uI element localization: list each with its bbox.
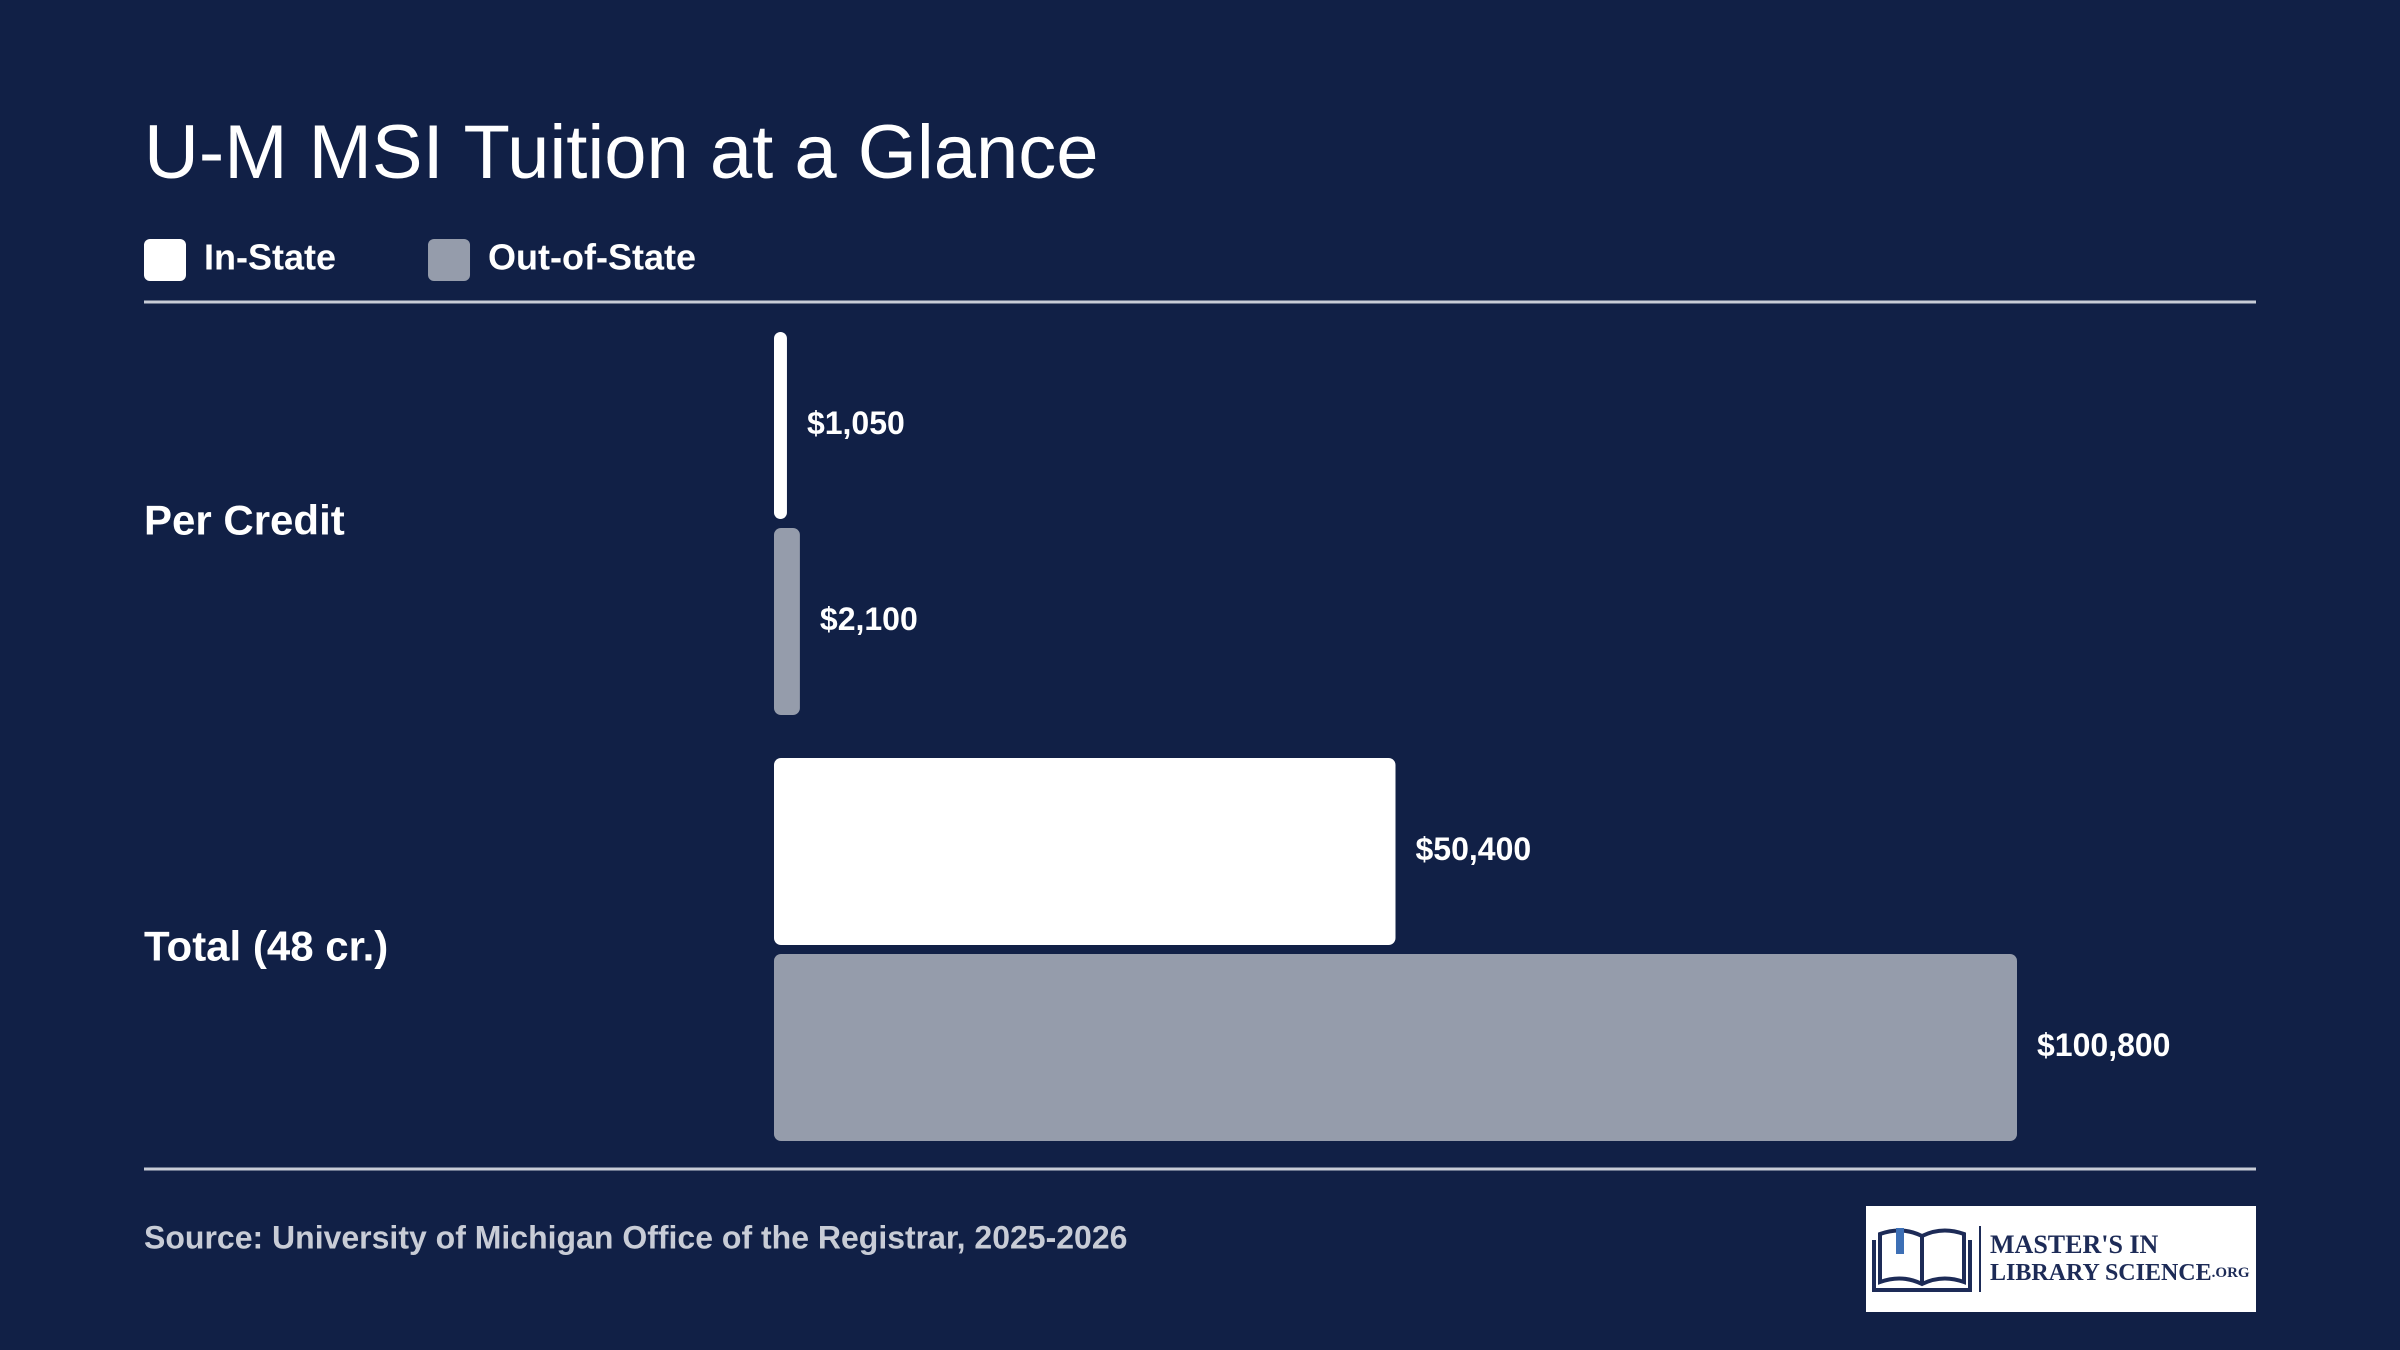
logo-line2-text: LIBRARY SCIENCE xyxy=(1990,1260,2212,1286)
bar xyxy=(774,528,800,715)
value-label: $100,800 xyxy=(2037,1027,2170,1063)
logo-box xyxy=(1866,1206,2256,1312)
value-label: $50,400 xyxy=(1416,831,1532,867)
logo-suffix: .ORG xyxy=(2212,1265,2250,1281)
logo-line2: LIBRARY SCIENCE.ORG xyxy=(1990,1260,2250,1286)
chart-title: U-M MSI Tuition at a Glance xyxy=(144,110,1099,195)
legend-label: In-State xyxy=(204,237,336,278)
bar xyxy=(774,332,787,519)
category-label: Per Credit xyxy=(144,497,345,544)
logo: MASTER'S IN LIBRARY SCIENCE.ORG xyxy=(1866,1206,2256,1312)
value-label: $1,050 xyxy=(807,405,905,441)
legend-swatch xyxy=(144,239,186,281)
bar xyxy=(774,954,2017,1141)
value-label: $2,100 xyxy=(820,601,918,637)
legend-swatch xyxy=(428,239,471,281)
logo-line1: MASTER'S IN xyxy=(1990,1230,2159,1259)
category-label: Total (48 cr.) xyxy=(144,923,388,970)
logo-bookmark xyxy=(1896,1228,1904,1254)
legend-label: Out-of-State xyxy=(488,237,696,278)
source-note: Source: University of Michigan Office of… xyxy=(144,1219,1127,1255)
logo-icon xyxy=(1872,1228,1972,1292)
bar xyxy=(774,758,1396,945)
